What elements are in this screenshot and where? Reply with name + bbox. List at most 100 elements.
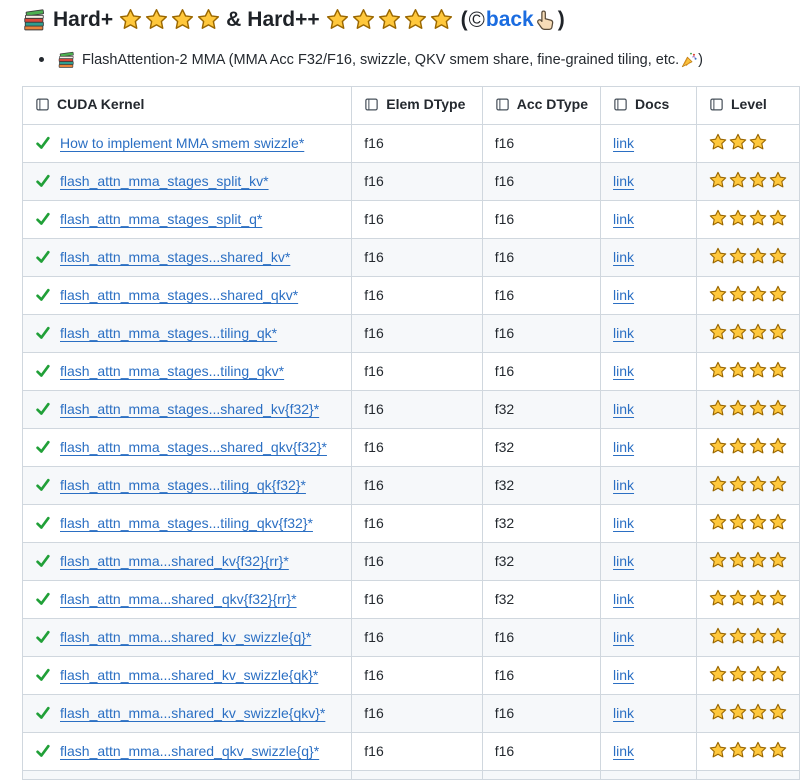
acc-dtype-cell: f16 [481,275,602,315]
docs-link[interactable]: link [613,401,635,417]
docs-link[interactable]: link [613,667,635,683]
column-header-elem-dtype: Elem DType [351,86,483,125]
check-icon [35,553,51,569]
level-stars [709,437,787,455]
kernel-link[interactable]: flash_attn_mma_stages_split_q* [60,211,263,227]
kernel-link[interactable]: flash_attn_mma...shared_kv_swizzle{qkv}* [60,705,326,721]
check-icon [35,743,51,759]
table-row: flash_attn_mma...shared_kv{f32}{rr}* f16… [21,541,800,581]
acc-dtype-cell: f16 [481,161,602,201]
star-icon [749,513,767,529]
docs-link[interactable]: link [613,743,635,759]
docs-link[interactable]: link [613,211,635,227]
star-icon [404,9,426,29]
docs-link[interactable]: link [613,477,635,493]
star-icon [729,589,747,605]
level-stars [709,133,767,151]
docs-link[interactable]: link [613,705,635,721]
star-icon [769,399,787,415]
star-icon [769,475,787,491]
table-row: flash_attn_mma...shared_qkv{f32}{rr}* f1… [21,579,800,619]
back-group: ( © back ) [461,8,565,32]
docs-link[interactable]: link [613,591,635,607]
table-row: flash_attn_mma...shared_kv_swizzle{qkv}*… [21,693,800,733]
docs-link[interactable]: link [613,629,635,645]
star-icon [749,399,767,415]
docs-link[interactable]: link [613,135,635,151]
open-paren: ( [460,7,468,31]
star-icon [729,703,747,719]
party-popper-icon [680,51,698,69]
star-icon [749,475,767,491]
star-icon [729,171,747,187]
kernel-link[interactable]: flash_attn_mma_stages_split_kv* [60,173,269,189]
table-row: flash_attn_mma...shared_qkv_swizzle{q}* … [21,731,800,771]
elem-dtype-cell: f16 [351,427,483,467]
acc-dtype-cell: f16 [481,351,602,391]
kernel-link[interactable]: flash_attn_mma_stages...tiling_qkv* [60,363,285,379]
table-row: flash_attn_mma_stages...tiling_qk{f32}* … [21,465,800,505]
docs-link[interactable]: link [613,287,635,303]
acc-dtype-cell: f16 [481,731,602,771]
docs-link[interactable]: link [613,553,635,569]
docs-link[interactable]: link [613,363,635,379]
table-row: flash_attn_mma_stages...tiling_qk* f16 f… [21,313,800,353]
star-icon [709,551,727,567]
kernel-link[interactable]: How to implement MMA smem swizzle* [60,135,305,151]
star-icon [709,703,727,719]
star-icon [709,285,727,301]
kernel-link[interactable]: flash_attn_mma...shared_kv{f32}{rr}* [60,553,289,569]
star-icon [709,665,727,681]
close-paren: ) [557,7,565,31]
star-icon [729,247,747,263]
level-stars [709,209,787,227]
kernel-link[interactable]: flash_attn_mma_stages...shared_kv* [60,249,291,265]
check-icon [35,135,51,151]
column-header-docs: Docs [600,86,697,125]
star-icon [729,665,747,681]
level-stars [709,513,787,531]
docs-link[interactable]: link [613,439,635,455]
kernel-link[interactable]: flash_attn_mma...shared_kv_swizzle{qk}* [60,667,319,683]
star-icon [709,399,727,415]
bullet-text: FlashAttention-2 MMA (MMA Acc F32/F16, s… [82,51,680,68]
level-stars [709,551,787,569]
kernel-link[interactable]: flash_attn_mma...shared_qkv{f32}{rr}* [60,591,297,607]
docs-link[interactable]: link [613,249,635,265]
check-icon [35,249,51,265]
books-icon [57,50,76,69]
check-icon [35,667,51,683]
docs-link[interactable]: link [613,173,635,189]
back-link[interactable]: back [485,7,534,31]
docs-link[interactable]: link [613,325,635,341]
kernel-link[interactable]: flash_attn_mma_stages...tiling_qk{f32}* [60,477,306,493]
check-icon [35,705,51,721]
kernel-link[interactable]: flash_attn_mma_stages...shared_qkv{f32}* [60,439,327,455]
check-icon [35,439,51,455]
kernel-link[interactable]: flash_attn_mma...shared_qkv_swizzle{q}* [60,743,320,759]
star-icon [709,437,727,453]
star-icon [172,9,194,29]
kernel-link[interactable]: flash_attn_mma...shared_kv_swizzle{q}* [60,629,312,645]
star-icon [378,9,400,29]
acc-dtype-cell: f16 [481,617,602,657]
kernel-link[interactable]: flash_attn_mma_stages...shared_kv{f32}* [60,401,320,417]
star-icon [769,209,787,225]
column-header-acc-dtype: Acc DType [481,86,602,125]
star-icon [729,399,747,415]
star-icon [769,551,787,567]
elem-dtype-cell: f16 [351,617,483,657]
kernel-link[interactable]: flash_attn_mma_stages...tiling_qk* [60,325,278,341]
elem-dtype-cell: f16 [351,313,483,353]
kernel-link[interactable]: flash_attn_mma_stages...shared_qkv* [60,287,299,303]
star-icon [749,741,767,757]
docs-link[interactable]: link [613,515,635,531]
star-icon [709,627,727,643]
star-icon [709,589,727,605]
elem-dtype-cell: f16 [351,123,483,163]
star-icon [769,285,787,301]
check-icon [35,173,51,189]
level-stars [709,361,787,379]
kernel-link[interactable]: flash_attn_mma_stages...tiling_qkv{f32}* [60,515,313,531]
column-label: Elem DType [386,96,466,112]
